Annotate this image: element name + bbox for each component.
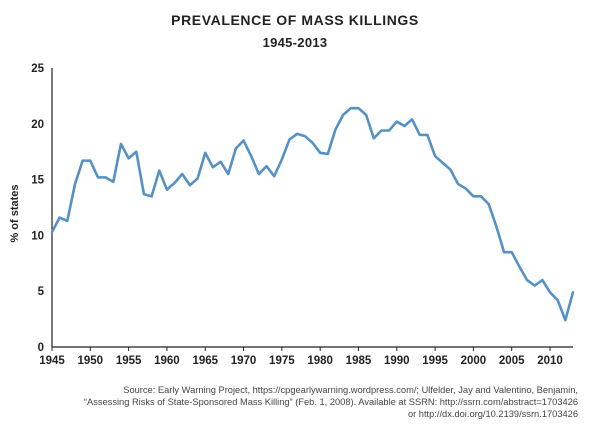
x-tick-label: 1970	[231, 355, 257, 367]
y-axis-ticks: 0 5 10 15 20 25	[31, 63, 44, 354]
y-axis-label: % of states	[9, 184, 21, 242]
y-tick-label: 25	[31, 63, 44, 75]
y-tick-label: 20	[31, 119, 44, 131]
x-tick-label: 1955	[116, 355, 142, 367]
y-tick-label: 0	[38, 342, 44, 354]
x-tick-label: 1990	[384, 355, 410, 367]
chart-title: PREVALENCE OF MASS KILLINGS	[171, 12, 419, 28]
x-tick-label: 2010	[537, 355, 563, 367]
x-tick-label: 1975	[269, 355, 295, 367]
x-tick-label: 1965	[192, 355, 218, 367]
x-tick-label: 1980	[307, 355, 333, 367]
x-tick-label: 2000	[461, 355, 487, 367]
y-tick-label: 15	[31, 175, 44, 187]
source-line-3: or http://dx.doi.org/10.2139/ssrn.170342…	[407, 409, 578, 419]
x-tick-label: 1985	[346, 355, 372, 367]
x-tick-label: 1960	[154, 355, 180, 367]
source-line-2: “Assessing Risks of State-Sponsored Mass…	[83, 397, 578, 407]
y-tick-label: 10	[31, 230, 44, 242]
x-tick-label: 1945	[39, 355, 65, 367]
chart-subtitle: 1945-2013	[262, 35, 328, 50]
y-tick-label: 5	[38, 286, 45, 298]
axes	[51, 68, 573, 348]
source-note: Source: Early Warning Project, https://c…	[18, 384, 578, 420]
series-line	[50, 106, 575, 322]
x-tick-label: 1950	[78, 355, 104, 367]
x-tick-label: 1995	[422, 355, 448, 367]
source-line-1: Source: Early Warning Project, https://c…	[123, 385, 578, 395]
x-tick-label: 2005	[499, 355, 525, 367]
x-axis-ticks: 1945 1950 1955 1960 1965 1970 1975 1980 1985 1990…	[39, 347, 563, 367]
